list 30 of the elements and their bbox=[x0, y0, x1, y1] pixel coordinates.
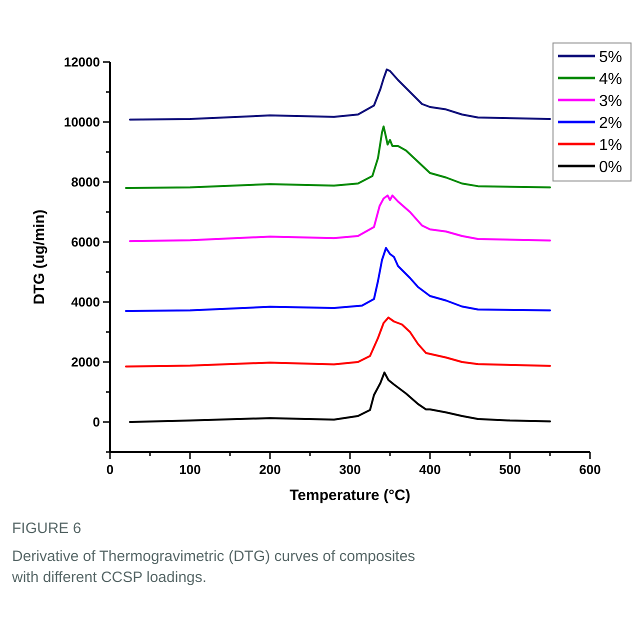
legend-label: 4% bbox=[599, 71, 622, 88]
legend-label: 3% bbox=[599, 93, 622, 110]
y-axis-title: DTG (ug/min) bbox=[31, 210, 48, 304]
x-axis-title: Temperature (°C) bbox=[290, 487, 410, 504]
x-tick-label: 500 bbox=[499, 462, 521, 477]
legend-label: 2% bbox=[599, 115, 622, 132]
line-series bbox=[129, 194, 551, 242]
x-tick-label: 100 bbox=[179, 462, 201, 477]
y-tick-label: 2000 bbox=[71, 354, 100, 370]
legend-label: 5% bbox=[599, 49, 622, 66]
legend-label: 1% bbox=[599, 137, 622, 154]
x-tick-label: 600 bbox=[579, 462, 601, 477]
x-tick-label: 300 bbox=[339, 462, 361, 477]
line-series bbox=[129, 372, 551, 423]
x-tick-label: 200 bbox=[259, 462, 281, 477]
line-series bbox=[125, 247, 551, 312]
x-tick-label: 0 bbox=[106, 462, 114, 477]
y-tick-label: 0 bbox=[92, 414, 100, 430]
y-tick-label: 6000 bbox=[71, 234, 100, 250]
line-series bbox=[129, 68, 551, 121]
x-tick-label: 400 bbox=[419, 462, 441, 477]
y-tick-label: 4000 bbox=[71, 294, 100, 310]
line-series bbox=[125, 316, 551, 368]
caption: FIGURE 6 bbox=[12, 520, 82, 537]
legend-label: 0% bbox=[599, 159, 622, 176]
text: Derivative of Thermogravimetric (DTG) curves of composites with different CCSP loadings. bbox=[11, 548, 416, 586]
y-tick-label: 12000 bbox=[64, 54, 100, 70]
line-series bbox=[125, 126, 551, 189]
y-tick-label: 10000 bbox=[64, 114, 100, 130]
y-tick-label: 8000 bbox=[71, 174, 100, 190]
